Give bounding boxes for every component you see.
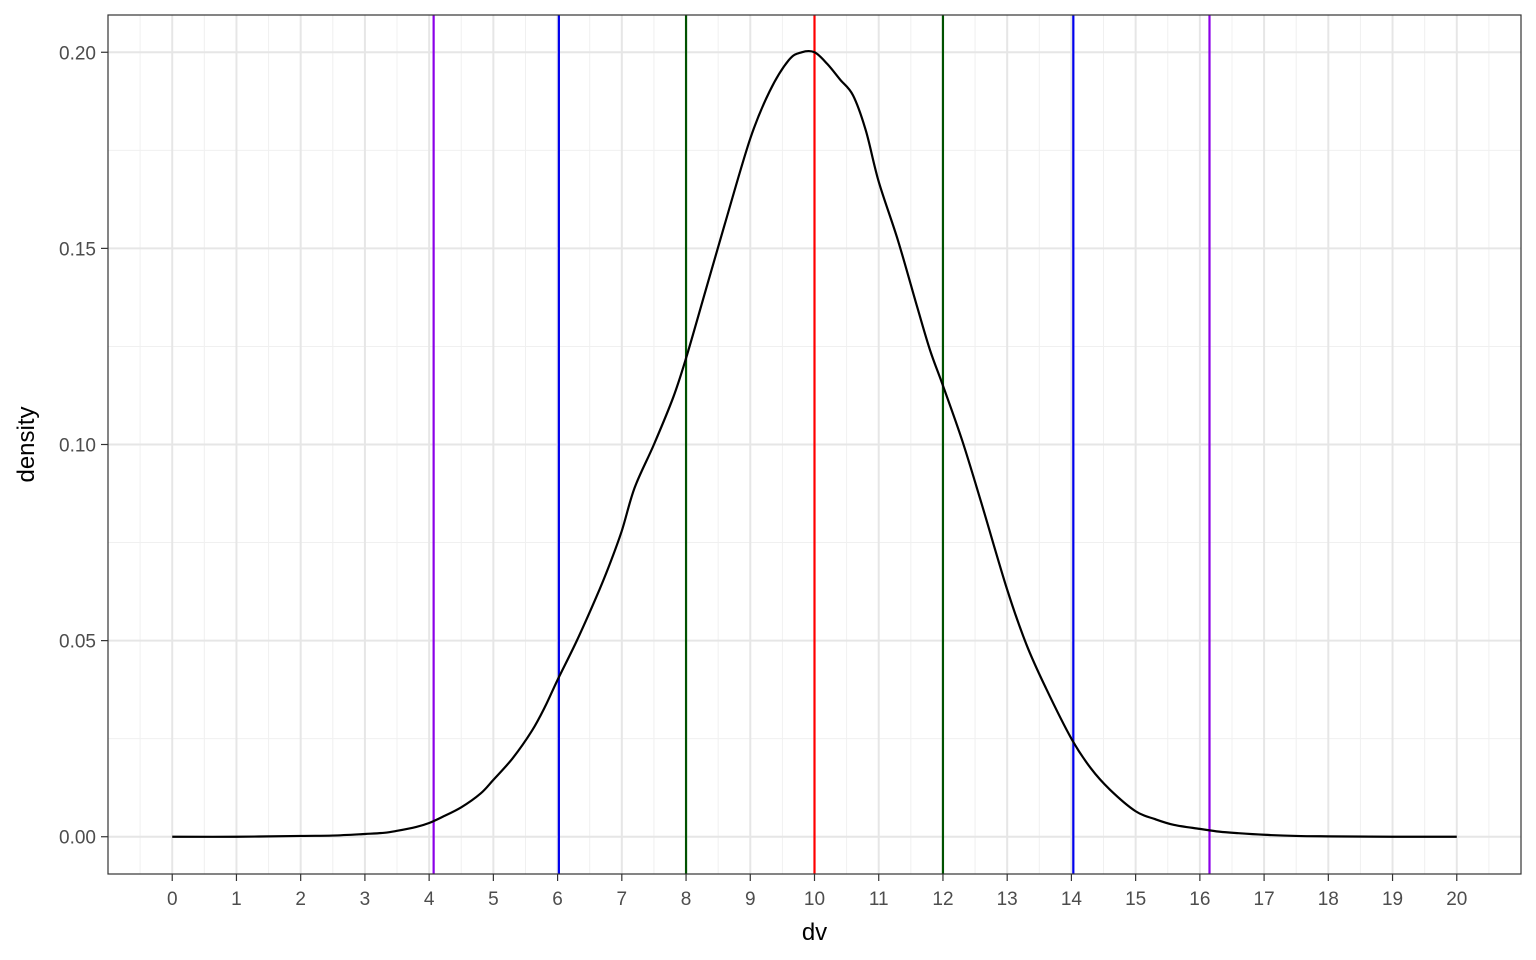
x-tick-label: 2: [295, 889, 306, 910]
x-tick-label: 14: [1061, 889, 1083, 910]
x-tick-label: 1: [231, 889, 242, 910]
x-tick-label: 0: [167, 889, 178, 910]
y-tick-label: 0.05: [59, 632, 96, 653]
density-series: [172, 49, 1457, 838]
y-axis-title: density: [13, 406, 40, 482]
density-line: [172, 49, 1457, 838]
y-tick-label: 0.10: [59, 436, 96, 457]
x-tick-label: 10: [804, 889, 825, 910]
x-tick-label: 5: [488, 889, 499, 910]
x-tick-label: 13: [997, 889, 1018, 910]
x-tick-label: 4: [424, 889, 435, 910]
x-tick-label: 18: [1318, 889, 1339, 910]
x-axis-title: dv: [802, 919, 827, 946]
x-axis-ticks: 0 1 2 3 4 5 6 7 8 9 10 11 12 13 14 15 16 17 18 19 20: [167, 874, 1467, 910]
x-tick-label: 9: [745, 889, 756, 910]
x-tick-label: 3: [360, 889, 371, 910]
x-tick-label: 11: [869, 889, 889, 910]
y-tick-label: 0.15: [59, 239, 96, 260]
reference-lines: [432, 15, 1211, 874]
y-axis-ticks: 0.00 0.05 0.10 0.15 0.20: [59, 43, 108, 849]
x-tick-label: 12: [932, 889, 953, 910]
x-tick-label: 17: [1254, 889, 1275, 910]
x-tick-label: 20: [1446, 889, 1467, 910]
y-tick-label: 0.20: [59, 43, 96, 64]
x-tick-label: 15: [1125, 889, 1146, 910]
y-tick-label: 0.00: [59, 828, 96, 849]
x-tick-label: 16: [1189, 889, 1210, 910]
x-tick-label: 19: [1382, 889, 1403, 910]
x-tick-label: 8: [681, 889, 692, 910]
x-tick-label: 6: [552, 889, 563, 910]
x-tick-label: 7: [617, 889, 628, 910]
